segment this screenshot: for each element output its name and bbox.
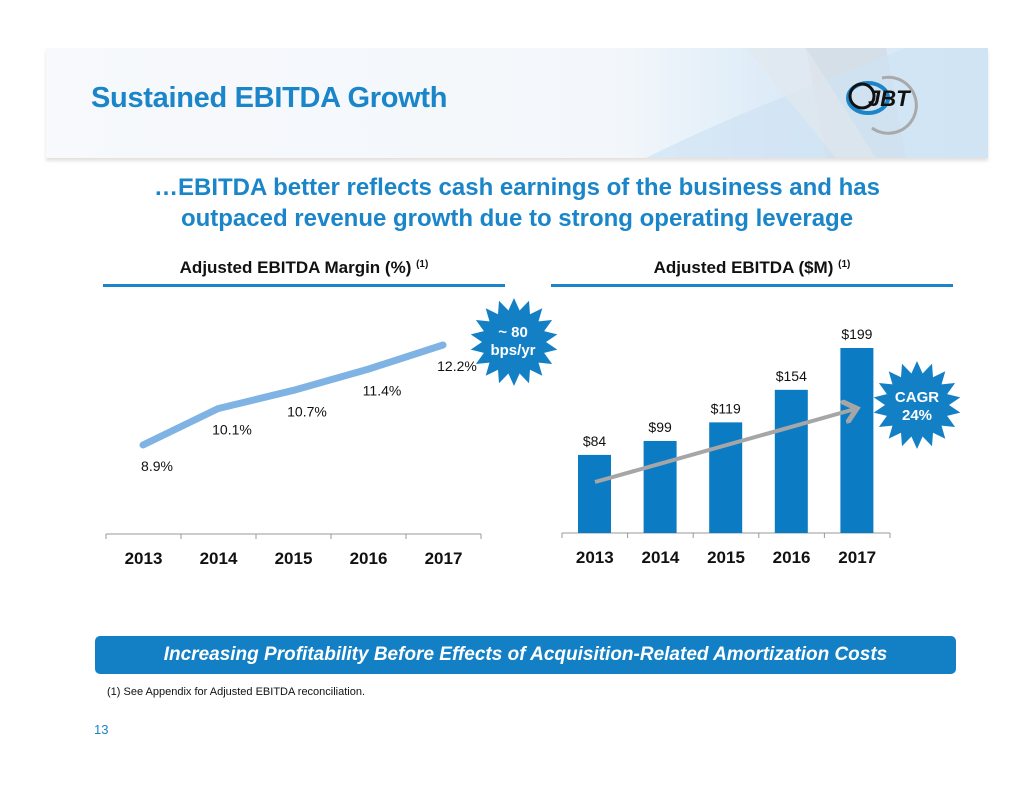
logo-text: JBT [868, 86, 911, 111]
page-number: 13 [94, 722, 109, 737]
ebitda-data-label: $199 [841, 326, 872, 342]
cagr-starburst-icon [873, 361, 961, 449]
ebitda-x-tick-label: 2014 [641, 548, 679, 567]
ebitda-chart-title-text: Adjusted EBITDA ($M) [653, 258, 834, 277]
header-band [46, 48, 988, 158]
ebitda-data-label: $119 [711, 400, 741, 416]
jbt-logo: JBT [846, 75, 918, 135]
margin-chart-title: Adjusted EBITDA Margin (%) (1) [103, 258, 505, 278]
bps-starburst-icon [470, 298, 558, 386]
profitability-banner: Increasing Profitability Before Effects … [95, 636, 956, 674]
margin-chart-underline [103, 284, 505, 287]
logo-ring-gray [871, 75, 918, 135]
ebitda-bar [709, 422, 743, 533]
margin-data-label: 11.4% [363, 382, 402, 398]
ebitda-data-label: $99 [648, 419, 672, 435]
bps-annotation-line2: bps/yr [490, 342, 536, 359]
cagr-annotation: CAGR 24% [882, 389, 952, 425]
margin-line-chart: 2013 2014 2015 2016 2017 8.9% 10.1% 10.7% 11.4% 1… [105, 341, 482, 568]
header-swoosh-light [746, 48, 876, 158]
logo-ring-black [848, 82, 876, 110]
margin-data-label: 12.2% [437, 358, 477, 374]
ebitda-data-label: $84 [583, 433, 607, 449]
cagr-annotation-line2: 24% [901, 407, 933, 424]
trend-arrow-icon [594, 409, 855, 484]
margin-chart-title-text: Adjusted EBITDA Margin (%) [179, 258, 412, 277]
footnote: (1) See Appendix for Adjusted EBITDA rec… [107, 686, 366, 698]
ebitda-x-tick-label: 2017 [838, 548, 876, 567]
margin-data-label: 10.7% [287, 403, 327, 419]
ebitda-bar [774, 389, 808, 533]
margin-x-tick-label: 2015 [275, 549, 313, 568]
subtitle: …EBITDA better reflects cash earnings of… [60, 172, 974, 234]
subtitle-line-1: …EBITDA better reflects cash earnings of… [154, 174, 880, 201]
margin-data-label: 10.1% [212, 422, 252, 438]
margin-data-label: 8.9% [141, 458, 173, 474]
ebitda-chart-underline [551, 284, 953, 287]
margin-x-tick-label: 2014 [200, 549, 238, 568]
ebitda-bar [578, 454, 611, 533]
margin-x-tick-label: 2017 [425, 549, 463, 568]
ebitda-data-label: $154 [776, 368, 807, 384]
page-title: Sustained EBITDA Growth [91, 82, 448, 114]
ebitda-x-tick-label: 2013 [576, 548, 614, 567]
ebitda-chart-footnote-ref: (1) [838, 259, 851, 270]
logo-ring-blue [846, 81, 890, 115]
ebitda-bar [643, 440, 677, 533]
margin-chart-footnote-ref: (1) [416, 259, 429, 270]
ebitda-bar [840, 348, 874, 533]
margin-x-tick-label: 2016 [350, 549, 388, 568]
ebitda-x-tick-label: 2015 [707, 548, 745, 567]
cagr-annotation-line1: CAGR [894, 389, 940, 406]
ebitda-x-tick-label: 2016 [773, 548, 811, 567]
bps-annotation: ~ 80 bps/yr [478, 324, 548, 360]
subtitle-line-2: outpaced revenue growth due to strong op… [180, 205, 854, 232]
ebitda-chart-title: Adjusted EBITDA ($M) (1) [551, 258, 953, 278]
ebitda-bar-chart: 2013 2014 2015 2016 2017 $84 $99 $119 $154 $199 [561, 326, 891, 567]
margin-x-tick-label: 2013 [125, 549, 163, 568]
bps-annotation-line1: ~ 80 [498, 324, 528, 341]
